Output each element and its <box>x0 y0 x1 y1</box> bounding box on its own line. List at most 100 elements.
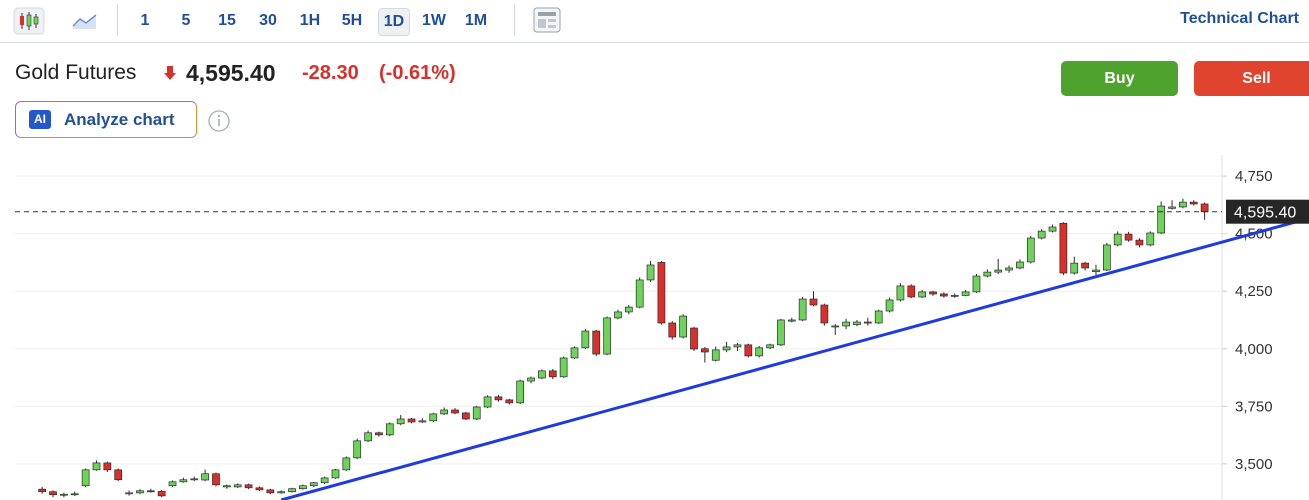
candle-body <box>1059 222 1068 274</box>
instrument-name: Gold Futures <box>15 61 137 84</box>
candle-body <box>635 279 644 308</box>
candle-body <box>288 488 296 493</box>
interval-button[interactable]: 1 <box>140 12 150 29</box>
candle-body <box>548 370 557 378</box>
candle-body <box>451 409 459 414</box>
candle-body <box>364 432 372 442</box>
candle-body <box>918 291 927 298</box>
candle-body <box>146 490 155 493</box>
candle-body <box>809 298 818 306</box>
last-price-label: 4,595.40 <box>1234 205 1296 222</box>
candle-body <box>1200 203 1209 213</box>
candle-body <box>201 473 209 481</box>
candle-body <box>874 310 883 324</box>
interval-button[interactable]: 1D <box>378 8 410 36</box>
candle-body <box>157 491 166 497</box>
candle-body <box>614 311 622 319</box>
candle-body <box>1146 232 1155 246</box>
candle-body <box>266 489 275 494</box>
interval-button[interactable]: 1H <box>299 12 321 29</box>
candle-body <box>570 347 579 359</box>
candle-body <box>961 291 970 296</box>
interval-button[interactable]: 5H <box>341 12 363 29</box>
interval-button[interactable]: 1W <box>422 12 446 29</box>
toolbar-border <box>0 42 1309 43</box>
candle-body <box>418 420 427 423</box>
candle-body <box>309 482 318 487</box>
sell-button[interactable]: Sell <box>1194 61 1309 96</box>
candle-body <box>940 293 948 297</box>
candle-body <box>1070 262 1079 274</box>
candle-body <box>581 330 590 349</box>
candle-body <box>722 346 731 351</box>
analyze-label: Analyze chart <box>64 110 175 129</box>
analyze-button[interactable]: AI Analyze chart <box>15 101 197 138</box>
candle-body <box>1168 206 1176 209</box>
candle-body <box>92 462 101 471</box>
ai-badge: AI <box>29 110 51 129</box>
interval-button[interactable]: 30 <box>259 12 277 29</box>
candle-body <box>929 291 937 295</box>
candle-body <box>114 469 123 481</box>
candle-body <box>1048 226 1057 232</box>
candle-body <box>733 344 742 348</box>
down-arrow <box>164 66 176 80</box>
trendline <box>280 216 1309 500</box>
candle-body <box>168 481 177 487</box>
candle-body <box>679 315 687 338</box>
candle-body <box>483 396 492 408</box>
price: 4,595.40 <box>186 60 276 86</box>
candle-body <box>1124 233 1133 241</box>
candle-body <box>559 357 568 378</box>
candle-body <box>798 298 807 321</box>
y-tick-label: 3,500 <box>1235 456 1273 473</box>
candle-icon[interactable] <box>12 6 46 36</box>
candle-body <box>1026 237 1035 263</box>
candle-body <box>820 304 829 324</box>
interval-button[interactable]: 15 <box>218 12 236 29</box>
candle-body <box>81 469 90 487</box>
change-percent: (-0.61%) <box>379 62 456 84</box>
candle-body <box>103 462 112 471</box>
candle-body <box>624 306 633 313</box>
candle-body <box>505 399 514 404</box>
technical-chart-link[interactable]: Technical Chart <box>1180 10 1299 27</box>
candle-body <box>472 406 481 420</box>
candle-body <box>494 396 503 401</box>
candle-body <box>538 370 546 379</box>
y-tick-label: 3,750 <box>1235 398 1273 415</box>
candle-body <box>766 344 774 349</box>
candle-body <box>342 457 351 471</box>
candle-body <box>222 485 231 488</box>
y-tick-label: 4,750 <box>1235 168 1273 185</box>
layout-icon[interactable] <box>532 6 562 34</box>
candle-body <box>983 271 992 277</box>
candle-body <box>994 269 1003 273</box>
y-tick-label: 4,000 <box>1235 341 1273 358</box>
buy-button[interactable]: Buy <box>1061 61 1178 96</box>
candle-body <box>375 432 383 436</box>
candle-body <box>407 418 416 423</box>
candle-body <box>255 487 264 491</box>
candle-body <box>701 348 709 353</box>
candle-body <box>396 418 405 425</box>
interval-button[interactable]: 1M <box>464 12 488 29</box>
candle-body <box>657 262 666 324</box>
candle-body <box>440 409 448 415</box>
candle-body <box>1037 230 1046 239</box>
candle-body <box>516 380 525 404</box>
candle-body <box>1016 261 1024 269</box>
candle-body <box>429 413 438 422</box>
area-icon[interactable] <box>70 8 100 34</box>
candle-body <box>668 322 677 338</box>
info-icon[interactable] <box>207 109 231 133</box>
candle-body <box>1092 269 1100 272</box>
candle-body <box>907 285 916 298</box>
candle-body <box>70 493 79 496</box>
candle-body <box>863 321 872 324</box>
candle-body <box>1135 239 1144 246</box>
interval-button[interactable]: 5 <box>181 12 191 29</box>
last-price-box <box>1226 199 1309 224</box>
